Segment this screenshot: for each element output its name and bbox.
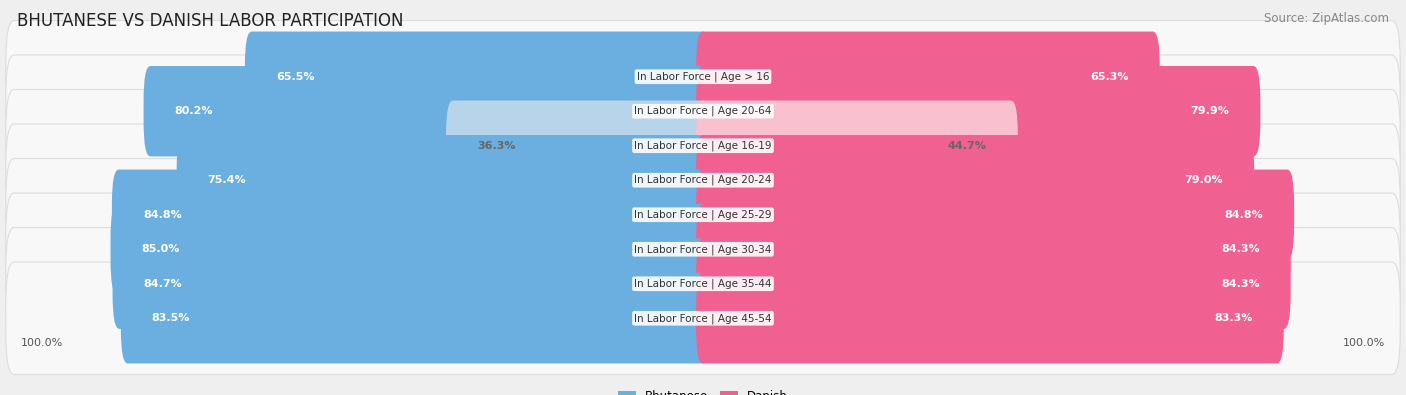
FancyBboxPatch shape (6, 90, 1400, 202)
Text: 44.7%: 44.7% (948, 141, 987, 151)
FancyBboxPatch shape (6, 262, 1400, 374)
Text: 84.3%: 84.3% (1220, 244, 1260, 254)
FancyBboxPatch shape (696, 66, 1260, 156)
FancyBboxPatch shape (446, 101, 710, 191)
FancyBboxPatch shape (696, 135, 1254, 226)
Legend: Bhutanese, Danish: Bhutanese, Danish (613, 385, 793, 395)
Text: BHUTANESE VS DANISH LABOR PARTICIPATION: BHUTANESE VS DANISH LABOR PARTICIPATION (17, 12, 404, 30)
FancyBboxPatch shape (111, 204, 710, 294)
Text: 85.0%: 85.0% (142, 244, 180, 254)
FancyBboxPatch shape (6, 21, 1400, 133)
Text: In Labor Force | Age > 16: In Labor Force | Age > 16 (637, 71, 769, 82)
FancyBboxPatch shape (6, 228, 1400, 340)
Text: In Labor Force | Age 20-64: In Labor Force | Age 20-64 (634, 106, 772, 117)
FancyBboxPatch shape (112, 169, 710, 260)
Text: 84.8%: 84.8% (1225, 210, 1263, 220)
Text: 36.3%: 36.3% (477, 141, 516, 151)
Text: In Labor Force | Age 25-29: In Labor Force | Age 25-29 (634, 209, 772, 220)
Text: 84.3%: 84.3% (1220, 279, 1260, 289)
FancyBboxPatch shape (6, 193, 1400, 305)
Text: 65.3%: 65.3% (1090, 72, 1129, 82)
FancyBboxPatch shape (696, 169, 1294, 260)
FancyBboxPatch shape (245, 32, 710, 122)
FancyBboxPatch shape (696, 273, 1284, 363)
FancyBboxPatch shape (696, 239, 1291, 329)
FancyBboxPatch shape (112, 239, 710, 329)
FancyBboxPatch shape (6, 124, 1400, 237)
FancyBboxPatch shape (177, 135, 710, 226)
Text: Source: ZipAtlas.com: Source: ZipAtlas.com (1264, 12, 1389, 25)
Text: 84.8%: 84.8% (143, 210, 181, 220)
Text: 83.5%: 83.5% (152, 313, 190, 323)
Text: 75.4%: 75.4% (208, 175, 246, 185)
FancyBboxPatch shape (6, 55, 1400, 167)
FancyBboxPatch shape (696, 204, 1291, 294)
Text: 84.7%: 84.7% (143, 279, 183, 289)
Text: 79.0%: 79.0% (1184, 175, 1223, 185)
Text: 83.3%: 83.3% (1215, 313, 1253, 323)
Text: In Labor Force | Age 20-24: In Labor Force | Age 20-24 (634, 175, 772, 186)
FancyBboxPatch shape (143, 66, 710, 156)
FancyBboxPatch shape (696, 32, 1160, 122)
FancyBboxPatch shape (696, 101, 1018, 191)
FancyBboxPatch shape (6, 158, 1400, 271)
Text: 100.0%: 100.0% (21, 338, 63, 348)
Text: In Labor Force | Age 30-34: In Labor Force | Age 30-34 (634, 244, 772, 254)
Text: 100.0%: 100.0% (1343, 338, 1385, 348)
Text: 79.9%: 79.9% (1191, 106, 1229, 116)
Text: 65.5%: 65.5% (276, 72, 315, 82)
Text: In Labor Force | Age 35-44: In Labor Force | Age 35-44 (634, 278, 772, 289)
Text: In Labor Force | Age 16-19: In Labor Force | Age 16-19 (634, 141, 772, 151)
Text: In Labor Force | Age 45-54: In Labor Force | Age 45-54 (634, 313, 772, 324)
FancyBboxPatch shape (121, 273, 710, 363)
Text: 80.2%: 80.2% (174, 106, 214, 116)
